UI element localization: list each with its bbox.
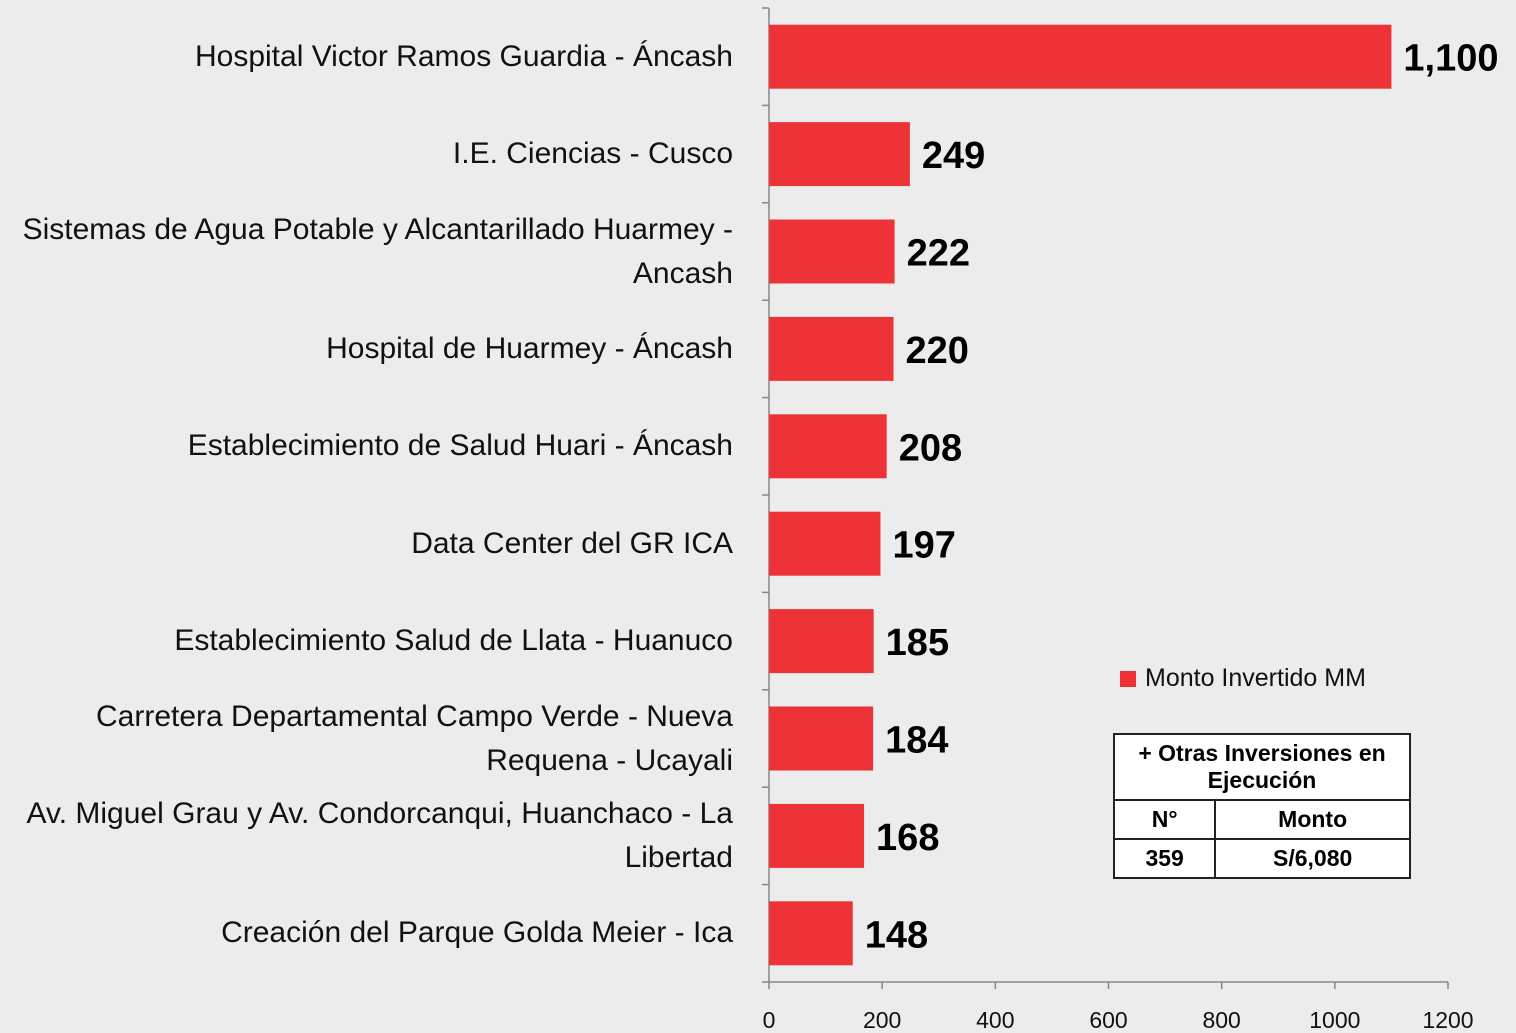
bar (769, 901, 853, 966)
legend: Monto Invertido MM (1120, 664, 1366, 693)
category-label: Sistemas de Agua Potable y Alcantarillad… (22, 212, 733, 290)
table-cell: 359 (1112, 838, 1217, 879)
x-tick-label: 0 (763, 1007, 776, 1033)
category-label: Hospital Victor Ramos Guardia - Áncash (194, 39, 733, 73)
bar (769, 122, 910, 187)
table-header: N° (1112, 799, 1217, 840)
category-label: Creación del Parque Golda Meier - Ica (221, 916, 733, 950)
x-tick-label: 800 (1202, 1007, 1240, 1033)
value-label: 208 (899, 427, 962, 469)
x-tick-label: 1000 (1309, 1007, 1360, 1033)
category-label: Establecimiento Salud de Llata - Huanuco (174, 624, 733, 658)
value-label: 197 (892, 525, 955, 567)
x-tick-label: 400 (976, 1007, 1014, 1033)
table-header: Monto (1214, 799, 1411, 840)
value-label: 168 (876, 817, 939, 859)
value-label: 222 (907, 233, 970, 275)
value-label: 249 (922, 135, 985, 177)
category-label: Hospital de Huarmey - Áncash (326, 331, 733, 365)
inset-table: + Otras Inversiones en Ejecución N° Monto… (1112, 733, 1411, 879)
value-label: 1,100 (1403, 38, 1498, 80)
category-label: I.E. Ciencias - Cusco (452, 137, 733, 171)
table-title: + Otras Inversiones en Ejecución (1113, 733, 1411, 801)
bar (769, 316, 894, 381)
value-label: 184 (885, 720, 948, 762)
legend-label: Monto Invertido MM (1145, 664, 1366, 692)
value-label: 220 (905, 330, 968, 372)
table-cell: S/6,080 (1214, 838, 1411, 879)
bar (769, 511, 881, 576)
category-label: Establecimiento de Salud Huari - Áncash (187, 429, 733, 463)
bar (769, 609, 874, 674)
bar (769, 414, 887, 479)
value-label: 185 (886, 622, 949, 664)
value-label: 148 (865, 914, 928, 956)
bar (769, 803, 865, 868)
category-label: Av. Miguel Grau y Av. Condorcanqui, Huan… (26, 796, 733, 874)
bar (769, 24, 1392, 89)
x-tick-label: 600 (1089, 1007, 1127, 1033)
bar (769, 219, 895, 284)
x-tick-label: 200 (863, 1007, 901, 1033)
category-label: Carretera Departamental Campo Verde - Nu… (96, 699, 733, 777)
legend-swatch (1120, 670, 1136, 687)
bar (769, 706, 874, 771)
category-label: Data Center del GR ICA (411, 526, 733, 560)
x-tick-label: 1200 (1422, 1007, 1473, 1033)
